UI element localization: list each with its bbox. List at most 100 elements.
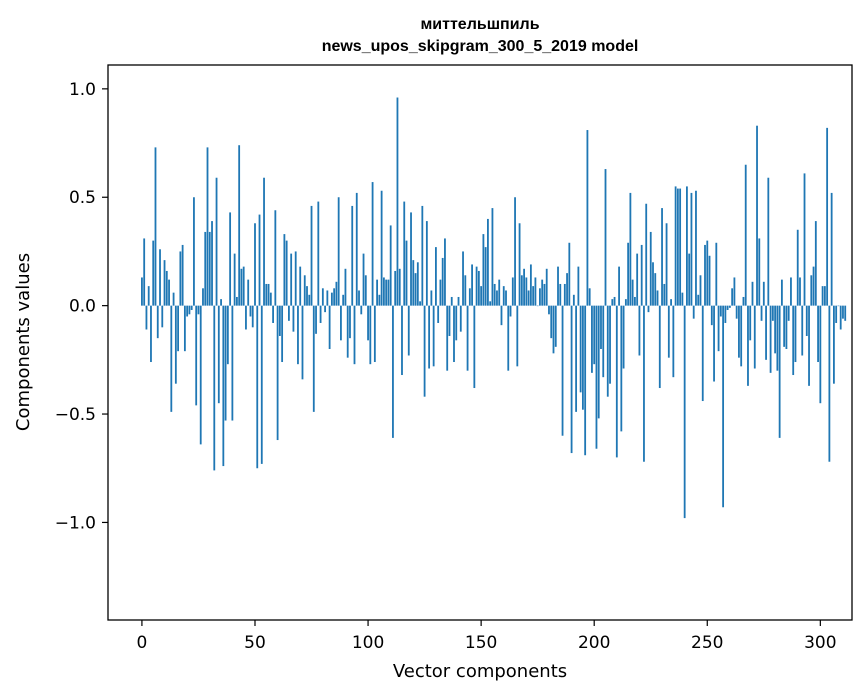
bar — [624, 299, 627, 306]
bar — [360, 305, 363, 315]
bar — [380, 190, 383, 306]
x-tick-label: 200 — [578, 633, 610, 653]
bar — [156, 305, 159, 339]
bar — [186, 305, 189, 317]
y-tick-label: −0.5 — [55, 405, 96, 425]
bar — [294, 251, 297, 306]
bar — [326, 290, 329, 306]
bar — [308, 294, 311, 306]
bar — [141, 277, 143, 306]
bar — [498, 279, 501, 306]
bar — [559, 283, 562, 306]
bar — [482, 234, 485, 306]
bar — [778, 305, 781, 438]
bar — [342, 294, 345, 306]
bar — [353, 305, 356, 365]
bar — [199, 305, 202, 445]
bar — [407, 305, 410, 356]
bar — [726, 305, 729, 310]
bar — [441, 257, 444, 306]
bar — [686, 186, 688, 306]
bar — [525, 277, 528, 306]
bar — [147, 286, 150, 306]
bar — [575, 305, 578, 412]
bar — [602, 305, 605, 378]
bar — [190, 305, 193, 310]
bar — [330, 292, 333, 306]
bar — [518, 223, 521, 306]
bar — [611, 299, 614, 306]
bar — [358, 290, 360, 306]
bar — [749, 305, 752, 341]
bar — [744, 164, 747, 306]
bar — [803, 173, 806, 306]
bar — [367, 305, 369, 341]
bar — [758, 238, 761, 306]
bar — [195, 305, 198, 406]
bar — [414, 273, 417, 306]
bar — [292, 305, 295, 332]
bar — [468, 288, 471, 306]
bar — [319, 305, 322, 323]
bar — [373, 305, 376, 363]
bar — [516, 305, 519, 367]
bar — [385, 279, 388, 306]
bar — [378, 294, 381, 306]
bar — [715, 242, 718, 306]
bar — [566, 273, 568, 306]
bar — [405, 240, 408, 306]
bar — [604, 169, 607, 306]
bar — [615, 305, 618, 458]
bar — [674, 186, 677, 306]
bar — [150, 305, 152, 363]
bar — [450, 296, 453, 306]
bar — [337, 197, 340, 306]
bar — [500, 305, 503, 326]
bar — [785, 305, 788, 349]
bar — [747, 305, 749, 386]
bar — [496, 290, 498, 306]
bar — [489, 301, 492, 306]
bar — [511, 277, 514, 306]
bar — [783, 305, 786, 347]
bar — [600, 305, 602, 349]
bar — [717, 305, 720, 352]
bar — [274, 210, 277, 306]
bar — [423, 305, 426, 397]
bar — [224, 305, 227, 421]
bar — [683, 305, 686, 519]
bar — [514, 197, 516, 306]
bar — [520, 275, 523, 306]
bar — [561, 305, 564, 436]
bar — [165, 270, 168, 306]
bar — [794, 305, 797, 363]
bar — [762, 281, 765, 306]
bar — [801, 305, 804, 356]
bar — [826, 127, 829, 306]
bar — [543, 283, 546, 306]
bar — [446, 305, 449, 371]
bar — [663, 283, 666, 306]
bar — [692, 305, 695, 319]
bar — [529, 264, 532, 306]
bar — [403, 201, 406, 306]
bar — [830, 192, 833, 306]
bar — [548, 305, 550, 315]
bar — [833, 305, 835, 384]
bar — [398, 268, 401, 306]
bar — [428, 305, 431, 369]
y-axis-label: Components values — [13, 253, 34, 431]
bar — [272, 305, 274, 323]
chart-title: миттельшпиль — [420, 16, 539, 33]
bar — [584, 305, 587, 456]
bar — [649, 231, 652, 306]
bar — [265, 283, 268, 306]
bar — [172, 292, 175, 306]
bar — [484, 247, 487, 306]
bar-series — [141, 97, 847, 519]
y-tick-label: −1.0 — [55, 513, 96, 533]
bar — [328, 305, 331, 349]
bar — [297, 305, 299, 365]
bar — [645, 203, 648, 306]
bar — [835, 305, 838, 323]
